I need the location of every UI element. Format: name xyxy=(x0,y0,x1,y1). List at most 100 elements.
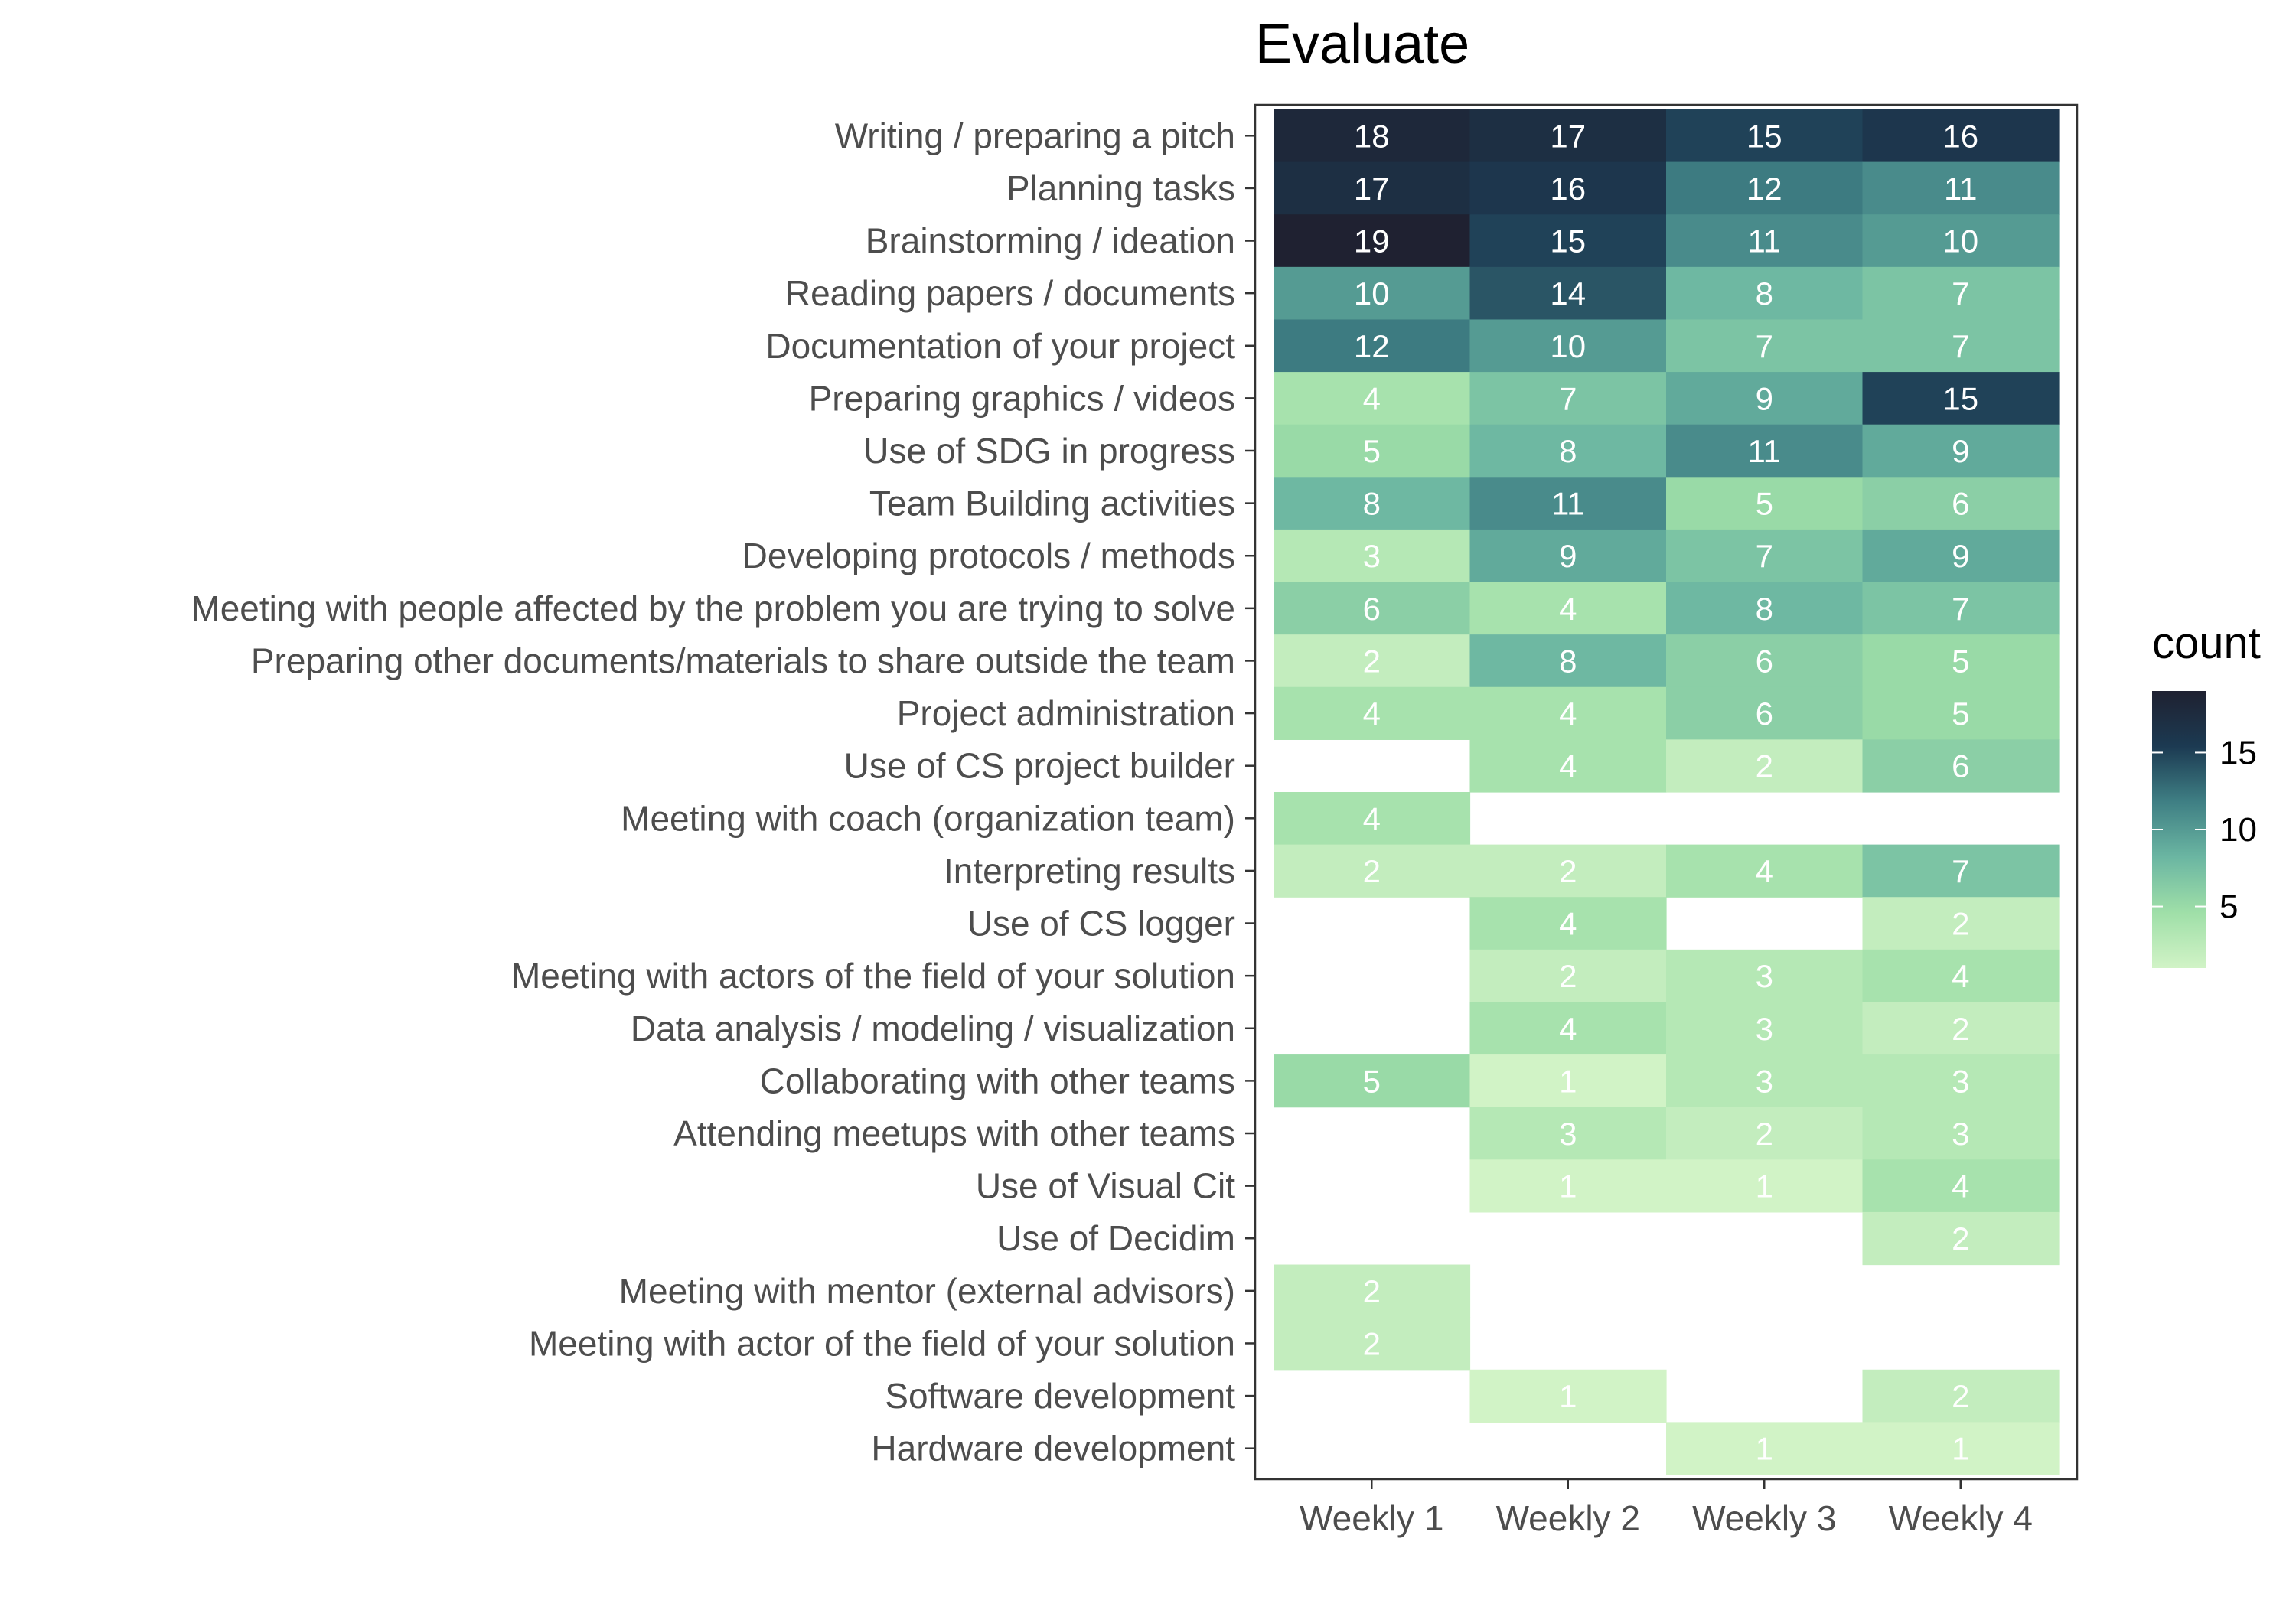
cell-value-label: 2 xyxy=(1756,1116,1773,1152)
heatmap-cell xyxy=(1274,319,1471,373)
heatmap-cell xyxy=(1469,1002,1667,1055)
heatmap-cell xyxy=(1666,634,1864,688)
heatmap-cell xyxy=(1666,161,1864,215)
x-axis: Weekly 1 Weekly 2 Weekly 3 Weekly 4 xyxy=(1300,1479,2033,1538)
y-tick-label: Documentation of your project xyxy=(765,326,1235,366)
heatmap-cell xyxy=(1469,424,1667,478)
cell-value-label: 2 xyxy=(1952,1221,1969,1257)
heatmap-cell xyxy=(1862,1054,2060,1108)
heatmap-cell xyxy=(1469,844,1667,898)
cell-value-label: 1 xyxy=(1559,1378,1577,1414)
cell-value-label: 9 xyxy=(1952,433,1969,469)
y-axis: Writing / preparing a pitch Planning task… xyxy=(191,116,1255,1468)
heatmap-cell xyxy=(1862,1369,2060,1423)
heatmap-cell xyxy=(1666,739,1864,793)
y-tick-label: Data analysis / modeling / visualization xyxy=(631,1009,1235,1048)
heatmap-cell xyxy=(1274,109,1471,163)
cell-value-label: 3 xyxy=(1363,538,1381,574)
cell-value-label: 11 xyxy=(1747,223,1781,259)
heatmap-cell xyxy=(1274,634,1471,688)
heatmap-cell xyxy=(1469,161,1667,215)
cell-value-label: 15 xyxy=(1942,380,1978,416)
heatmap-cell xyxy=(1469,582,1667,635)
cell-value-label: 7 xyxy=(1756,538,1773,574)
cell-value-label: 19 xyxy=(1354,223,1390,259)
cell-value-label: 3 xyxy=(1952,1116,1969,1152)
y-tick-label: Planning tasks xyxy=(1006,168,1235,208)
cell-value-label: 5 xyxy=(1952,643,1969,679)
heatmap-cell xyxy=(1862,424,2060,478)
cell-value-label: 11 xyxy=(1944,171,1978,207)
heatmap-cell xyxy=(1469,477,1667,530)
y-tick-label: Interpreting results xyxy=(944,851,1235,891)
cell-value-label: 4 xyxy=(1559,696,1577,732)
cell-value-label: 15 xyxy=(1550,223,1586,259)
cell-value-label: 16 xyxy=(1942,118,1978,154)
heatmap-cell xyxy=(1862,1159,2060,1213)
cell-value-label: 7 xyxy=(1559,380,1577,416)
cell-value-label: 4 xyxy=(1559,748,1577,784)
legend-tick-label: 15 xyxy=(2219,734,2257,771)
heatmap-cell xyxy=(1862,266,2060,321)
heatmap-cell xyxy=(1666,686,1864,740)
y-tick-label: Project administration xyxy=(897,693,1235,733)
cell-value-label: 4 xyxy=(1559,1011,1577,1047)
heatmap-cell xyxy=(1862,739,2060,793)
heatmap-cell xyxy=(1469,949,1667,1003)
heatmap-cell xyxy=(1862,1002,2060,1055)
y-tick-label: Developing protocols / methods xyxy=(742,536,1235,575)
cell-value-label: 16 xyxy=(1550,171,1586,207)
heatmap-cell xyxy=(1469,319,1667,373)
cell-value-label: 4 xyxy=(1952,958,1969,994)
y-tick-label: Use of Decidim xyxy=(996,1218,1235,1258)
cell-value-label: 2 xyxy=(1363,643,1381,679)
heatmap-cell xyxy=(1469,109,1667,163)
cell-value-label: 6 xyxy=(1756,696,1773,732)
heatmap-cell xyxy=(1469,1159,1667,1213)
cell-value-label: 17 xyxy=(1550,118,1586,154)
heatmap-cell xyxy=(1274,686,1471,740)
cell-value-label: 8 xyxy=(1756,591,1773,627)
y-tick-label: Meeting with people affected by the prob… xyxy=(191,588,1235,628)
y-tick-label: Software development xyxy=(885,1376,1235,1416)
x-tick-label: Weekly 1 xyxy=(1300,1498,1443,1538)
cell-value-label: 1 xyxy=(1952,1431,1969,1467)
cell-value-label: 1 xyxy=(1559,1063,1577,1099)
legend-tick-label: 5 xyxy=(2219,888,2238,926)
heatmap-cell xyxy=(1862,477,2060,530)
heatmap-cell xyxy=(1862,214,2060,268)
heatmap-cell xyxy=(1666,582,1864,635)
plot-panel-border xyxy=(1254,103,2079,1481)
heatmap-cell xyxy=(1666,529,1864,583)
cell-value-label: 1 xyxy=(1559,1169,1577,1204)
cell-value-label: 12 xyxy=(1746,171,1782,207)
heatmap-cell xyxy=(1862,844,2060,898)
heatmap-cell xyxy=(1274,372,1471,425)
heatmap-cell xyxy=(1666,1107,1864,1160)
heatmap-cell xyxy=(1274,214,1471,268)
x-tick-label: Weekly 2 xyxy=(1496,1498,1640,1538)
heatmap-cell xyxy=(1862,686,2060,740)
cell-value-label: 2 xyxy=(1756,748,1773,784)
cell-value-label: 8 xyxy=(1363,486,1381,522)
cell-value-label: 2 xyxy=(1952,1011,1969,1047)
cell-value-label: 2 xyxy=(1363,1325,1381,1361)
heatmap-cell xyxy=(1469,686,1667,740)
x-tick-label: Weekly 3 xyxy=(1692,1498,1836,1538)
heatmap-cell xyxy=(1862,634,2060,688)
y-tick-label: Hardware development xyxy=(871,1429,1235,1468)
heatmap-cell xyxy=(1274,161,1471,215)
legend-title: count xyxy=(2152,618,2261,668)
heatmap-cell xyxy=(1469,1369,1667,1423)
cell-value-label: 3 xyxy=(1756,1063,1773,1099)
heatmap-cell xyxy=(1666,1422,1864,1475)
cell-value-label: 7 xyxy=(1952,853,1969,889)
cell-value-label: 2 xyxy=(1559,853,1577,889)
cell-value-label: 6 xyxy=(1363,591,1381,627)
color-legend: count 5 10 15 xyxy=(2152,618,2261,968)
cell-value-label: 8 xyxy=(1559,643,1577,679)
heatmap-cell xyxy=(1666,477,1864,530)
heatmap-cell xyxy=(1862,372,2060,425)
cell-value-label: 7 xyxy=(1952,328,1969,364)
y-tick-label: Preparing other documents/materials to s… xyxy=(251,641,1235,680)
